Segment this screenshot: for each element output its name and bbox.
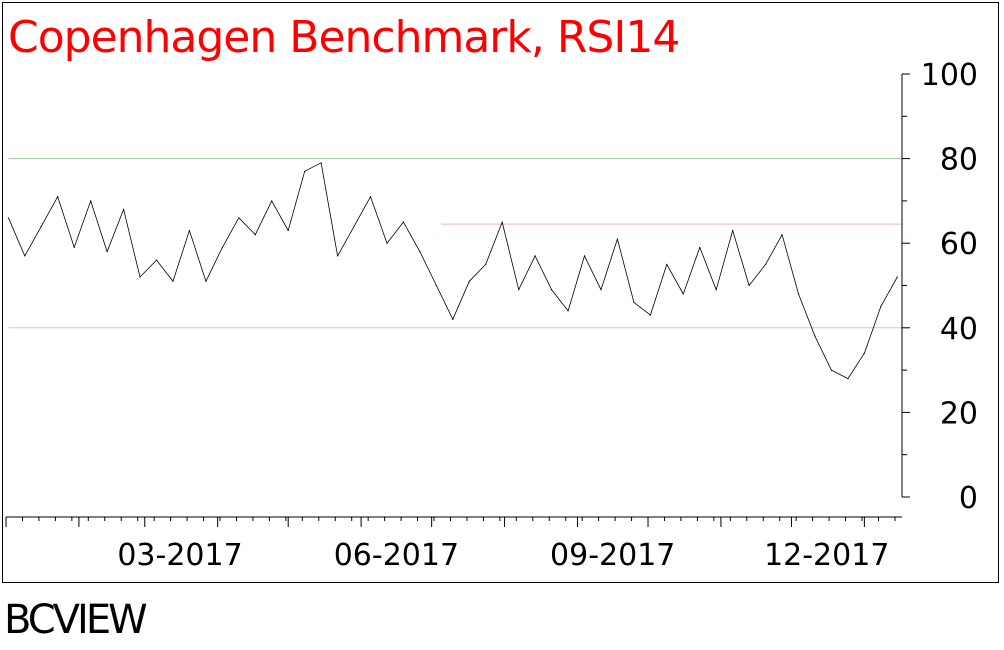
rsi-data-point <box>238 217 240 219</box>
chart-title: Copenhagen Benchmark, RSI14 <box>8 12 680 63</box>
x-tick-label: 06-2017 <box>334 538 459 573</box>
rsi-data-point <box>896 276 898 278</box>
rsi-data-point <box>419 251 421 253</box>
y-tick-label: 0 <box>959 481 978 516</box>
rsi-series-line <box>8 162 898 380</box>
rsi-data-point <box>485 263 487 265</box>
y-tick-label: 100 <box>921 58 978 93</box>
rsi-data-point <box>155 259 158 261</box>
chart-frame <box>2 2 999 583</box>
rsi-data-point <box>221 246 223 249</box>
rsi-data-point <box>781 234 783 236</box>
rsi-data-point <box>386 242 388 244</box>
series-group <box>7 162 898 380</box>
y-tick-label: 60 <box>940 227 978 262</box>
brand-footer: BCVIEW <box>4 597 148 643</box>
rsi-data-point <box>205 280 207 282</box>
x-axis: 03-2017 06-2017 09-2017 12-2017 <box>5 516 902 573</box>
rsi-data-point <box>633 301 635 304</box>
rsi-data-point <box>682 293 684 295</box>
rsi-data-point <box>353 225 355 227</box>
rsi-data-point <box>534 255 536 257</box>
rsi-data-point <box>106 251 108 253</box>
rsi-data-point <box>139 276 141 278</box>
rsi-data-point <box>57 196 59 198</box>
rsi-data-point <box>748 284 750 287</box>
rsi-data-point <box>550 289 553 291</box>
rsi-data-point <box>666 263 668 265</box>
rsi-data-point <box>880 306 882 308</box>
rsi-data-point <box>320 162 322 164</box>
y-tick-label: 20 <box>940 396 978 431</box>
rsi-data-point <box>188 229 191 232</box>
rsi-data-point <box>715 289 717 291</box>
rsi-data-point <box>369 196 372 198</box>
rsi-data-point <box>567 310 569 312</box>
rsi-data-point <box>830 369 833 371</box>
reference-lines <box>8 158 902 329</box>
rsi-data-point <box>435 284 437 287</box>
rsi-data-point <box>304 170 306 172</box>
rsi-data-point <box>73 246 75 249</box>
y-axis: 0 20 40 60 80 100 <box>901 58 978 516</box>
rsi-data-point <box>699 246 701 249</box>
rsi-data-point <box>336 255 339 257</box>
rsi-data-point <box>172 280 174 282</box>
rsi-data-point <box>287 229 289 232</box>
rsi-data-point <box>271 200 273 202</box>
rsi-data-point <box>24 255 26 257</box>
rsi-data-point <box>583 255 586 257</box>
rsi-data-point <box>732 229 734 232</box>
rsi-data-point <box>649 314 651 316</box>
x-tick-label: 12-2017 <box>764 538 889 573</box>
rsi-data-point <box>402 221 405 223</box>
rsi-data-point <box>600 289 602 291</box>
rsi-data-point <box>254 234 256 236</box>
rsi-data-point <box>847 377 849 380</box>
rsi-data-point <box>518 289 520 291</box>
rsi-data-point <box>814 335 816 337</box>
rsi-data-point <box>7 217 9 219</box>
rsi-data-point <box>122 208 125 210</box>
rsi-data-point <box>501 221 503 223</box>
rsi-data-point <box>765 263 767 265</box>
y-tick-label: 80 <box>940 143 978 178</box>
rsi-data-point <box>863 352 865 354</box>
rsi-data-point <box>40 225 42 227</box>
rsi-data-point <box>797 293 800 295</box>
rsi-chart: 0 20 40 60 80 100 03-2017 06-2017 09-2017 12-201… <box>5 58 978 573</box>
x-tick-label: 09-2017 <box>550 538 675 573</box>
rsi-data-point <box>452 318 454 320</box>
y-tick-label: 40 <box>940 312 978 347</box>
rsi-data-point <box>616 238 619 240</box>
rsi-data-point <box>90 200 92 202</box>
x-tick-label: 03-2017 <box>117 538 242 573</box>
rsi-data-point <box>468 280 470 282</box>
